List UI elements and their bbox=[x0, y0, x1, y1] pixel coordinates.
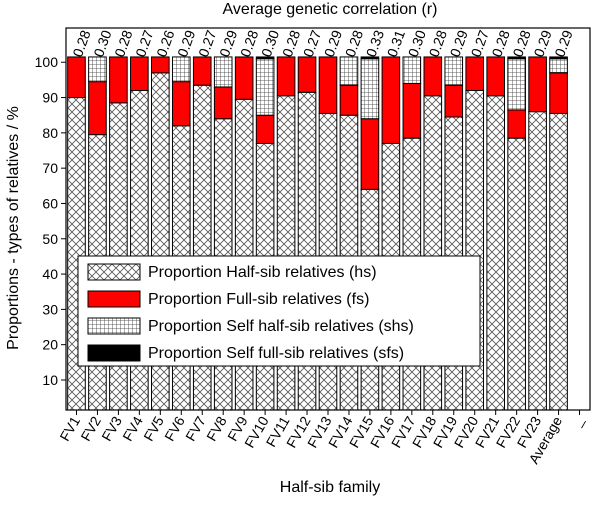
bar-segment bbox=[549, 58, 568, 74]
bar-segment bbox=[234, 56, 254, 100]
x-axis-label: Half-sib family bbox=[280, 479, 380, 496]
y-axis-label: Proportions - types of relatives / % bbox=[5, 106, 22, 350]
y-tick-label: 20 bbox=[42, 337, 58, 353]
legend-swatch bbox=[87, 263, 141, 281]
x-tick-label: FV6 bbox=[161, 413, 188, 443]
y-tick-label: 90 bbox=[42, 90, 58, 106]
bar-segment bbox=[255, 114, 275, 144]
y-tick-label: 70 bbox=[42, 160, 58, 176]
bar-segment bbox=[486, 95, 505, 411]
x-tick-label: FV1 bbox=[56, 413, 83, 443]
x-tick-label: FV8 bbox=[203, 413, 230, 443]
legend-label: Proportion Self full-sib relatives (sfs) bbox=[148, 345, 404, 362]
x-tick-label: FV7 bbox=[182, 413, 209, 443]
bar-segment bbox=[360, 118, 380, 190]
bar-segment bbox=[192, 56, 212, 86]
bar-segment bbox=[507, 58, 526, 111]
legend-swatch bbox=[87, 290, 141, 308]
bar-segment bbox=[507, 109, 526, 139]
bar-segment bbox=[67, 56, 86, 99]
bar-segment bbox=[444, 56, 464, 86]
legend-swatch bbox=[87, 344, 141, 362]
y-tick-label: 30 bbox=[42, 301, 58, 317]
bar-segment bbox=[276, 56, 296, 97]
bar-segment bbox=[109, 56, 128, 104]
bar-segment bbox=[339, 84, 359, 116]
bar-segment bbox=[297, 56, 317, 93]
y-tick-label: 60 bbox=[42, 195, 58, 211]
bar-segment bbox=[151, 56, 170, 74]
bar-segment bbox=[402, 56, 422, 84]
y-tick-label: 10 bbox=[42, 372, 58, 388]
bar-segment bbox=[549, 72, 568, 114]
y-tick-label: 50 bbox=[42, 231, 58, 247]
y-tick-label: 80 bbox=[42, 125, 58, 141]
bar-segment bbox=[402, 82, 422, 139]
bar-segment bbox=[486, 56, 505, 97]
y-tick-label: 40 bbox=[42, 266, 58, 282]
bar-segment bbox=[255, 58, 275, 116]
y-tick-label: 100 bbox=[35, 54, 59, 70]
bar-segment bbox=[423, 56, 443, 97]
bar-segment bbox=[171, 81, 191, 127]
bar-segment bbox=[88, 56, 107, 83]
legend-swatch bbox=[87, 317, 141, 335]
bar-segment bbox=[339, 56, 359, 86]
legend-label: Proportion Full-sib relatives (fs) bbox=[148, 291, 369, 308]
bar-segment bbox=[528, 56, 547, 113]
bar-segment bbox=[465, 56, 485, 91]
plot-frame bbox=[65, 27, 591, 411]
bar-segment bbox=[360, 56, 380, 60]
x-tick-label: FV5 bbox=[140, 413, 167, 443]
annotation: 0.29 bbox=[551, 28, 575, 59]
legend-label: Proportion Half-sib relatives (hs) bbox=[148, 264, 377, 281]
legend-label: Proportion Self half-sib relatives (shs) bbox=[148, 318, 414, 335]
bar-segment bbox=[255, 56, 275, 60]
bar-segment bbox=[549, 56, 568, 60]
x-tick-label: FV2 bbox=[77, 413, 104, 443]
bar-segment bbox=[213, 56, 233, 88]
chart-title: Average genetic correlation (r) bbox=[223, 1, 438, 18]
x-tick-label: FV4 bbox=[119, 413, 146, 443]
bar-segment bbox=[444, 84, 464, 118]
legend-box bbox=[77, 255, 481, 367]
bar-segment bbox=[507, 56, 526, 60]
bar-segment bbox=[381, 56, 401, 144]
bar-segment bbox=[88, 81, 107, 136]
bar-segment bbox=[213, 86, 233, 120]
bar-segment bbox=[318, 56, 338, 114]
x-tick-label: _ bbox=[568, 413, 586, 429]
bar-segment bbox=[360, 58, 380, 120]
bar-segment bbox=[507, 137, 526, 411]
bar-segment bbox=[130, 56, 149, 91]
bar-segment bbox=[528, 111, 547, 411]
bar-segment bbox=[549, 112, 568, 411]
x-tick-label: FV3 bbox=[98, 413, 125, 443]
bar-segment bbox=[171, 56, 191, 83]
